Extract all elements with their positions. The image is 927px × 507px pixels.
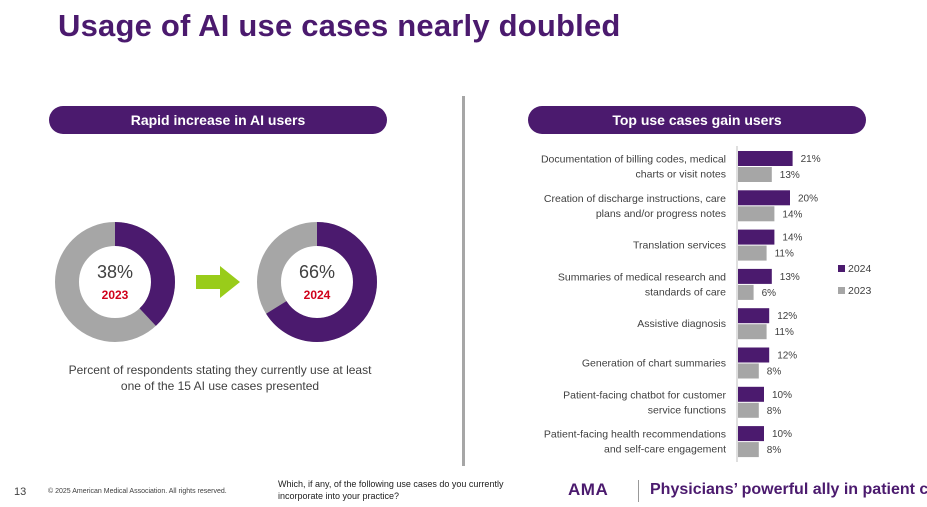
- donut-2024-year: 2024: [303, 288, 331, 302]
- left-section-header: Rapid increase in AI users: [49, 106, 387, 134]
- value-label: 8%: [767, 445, 782, 456]
- value-label: 11%: [775, 249, 794, 260]
- value-label: 21%: [801, 154, 821, 165]
- bar-2024: [738, 190, 790, 206]
- vertical-divider: [462, 96, 465, 466]
- legend-label: 2023: [848, 285, 872, 297]
- value-label: 8%: [767, 367, 782, 378]
- arrow-right-icon: [196, 266, 240, 298]
- bar-2023: [738, 167, 772, 182]
- bar-2023: [738, 363, 759, 379]
- bar-2023: [738, 324, 767, 340]
- legend-label: 2024: [848, 263, 872, 275]
- donut-2023-year: 2023: [101, 288, 129, 302]
- value-label: 8%: [767, 406, 782, 417]
- value-label: 10%: [772, 429, 792, 440]
- value-label: 13%: [780, 272, 800, 283]
- legend-swatch-2023: [838, 287, 845, 294]
- bar-2024: [738, 347, 770, 363]
- donut-2023: 38% 2023: [55, 222, 175, 342]
- value-label: 14%: [782, 209, 802, 220]
- logo-separator: [638, 480, 639, 502]
- value-label: 13%: [780, 170, 800, 181]
- bar-2023: [738, 206, 775, 222]
- value-label: 20%: [798, 193, 818, 204]
- survey-question: Which, if any, of the following use case…: [278, 479, 504, 501]
- value-label: 14%: [782, 233, 802, 244]
- category-label: and self-care engagement: [604, 444, 726, 456]
- bar-2023: [738, 284, 754, 300]
- donut-2024-chart: [257, 222, 377, 342]
- category-label: service functions: [648, 404, 726, 416]
- ama-logo: AMA: [568, 480, 609, 499]
- value-label: 6%: [762, 288, 777, 299]
- ama-tagline: Physicians’ powerful ally in patient car…: [650, 481, 927, 498]
- page-number: 13: [14, 486, 27, 498]
- bar-2024: [738, 426, 764, 442]
- donut-2024-percent: 66%: [298, 262, 336, 282]
- category-label: Patient-facing chatbot for customer: [563, 389, 726, 401]
- right-section-header: Top use cases gain users: [528, 106, 866, 134]
- bar-2024: [738, 151, 793, 166]
- bar-2024: [738, 308, 770, 324]
- donut-2023-chart: [55, 222, 175, 342]
- category-label: plans and/or progress notes: [596, 208, 726, 220]
- donut-2023-percent: 38%: [96, 262, 134, 282]
- category-label: charts or visit notes: [636, 169, 726, 181]
- donut-2023-arc: [55, 222, 175, 342]
- donut-caption: Percent of respondents stating they curr…: [68, 363, 372, 393]
- value-label: 11%: [775, 327, 794, 338]
- category-label: Assistive diagnosis: [637, 318, 726, 330]
- category-label: Summaries of medical research and: [558, 271, 726, 283]
- donut-2024: 66% 2024: [257, 222, 377, 342]
- bar-2023: [738, 245, 767, 261]
- donut-2024-arc: [257, 222, 377, 342]
- category-label: Translation services: [633, 240, 726, 252]
- category-label: standards of care: [645, 286, 726, 298]
- bar-2024: [738, 229, 775, 245]
- category-label: Patient-facing health recommendations: [544, 429, 726, 441]
- value-label: 12%: [777, 311, 797, 322]
- value-label: 12%: [777, 351, 797, 362]
- category-label: Documentation of billing codes, medical: [541, 154, 726, 166]
- bar-2024: [738, 268, 772, 284]
- copyright-notice: © 2025 American Medical Association. All…: [48, 488, 227, 495]
- use-cases-bar-chart: Documentation of billing codes, medical c…: [541, 146, 872, 462]
- value-label: 10%: [772, 390, 792, 401]
- category-label: Generation of chart summaries: [582, 358, 726, 370]
- bar-2023: [738, 442, 759, 458]
- bar-2023: [738, 402, 759, 418]
- slide-title: Usage of AI use cases nearly doubled: [58, 8, 621, 43]
- legend-swatch-2024: [838, 265, 845, 272]
- bar-2024: [738, 386, 764, 402]
- category-label: Creation of discharge instructions, care: [544, 193, 726, 205]
